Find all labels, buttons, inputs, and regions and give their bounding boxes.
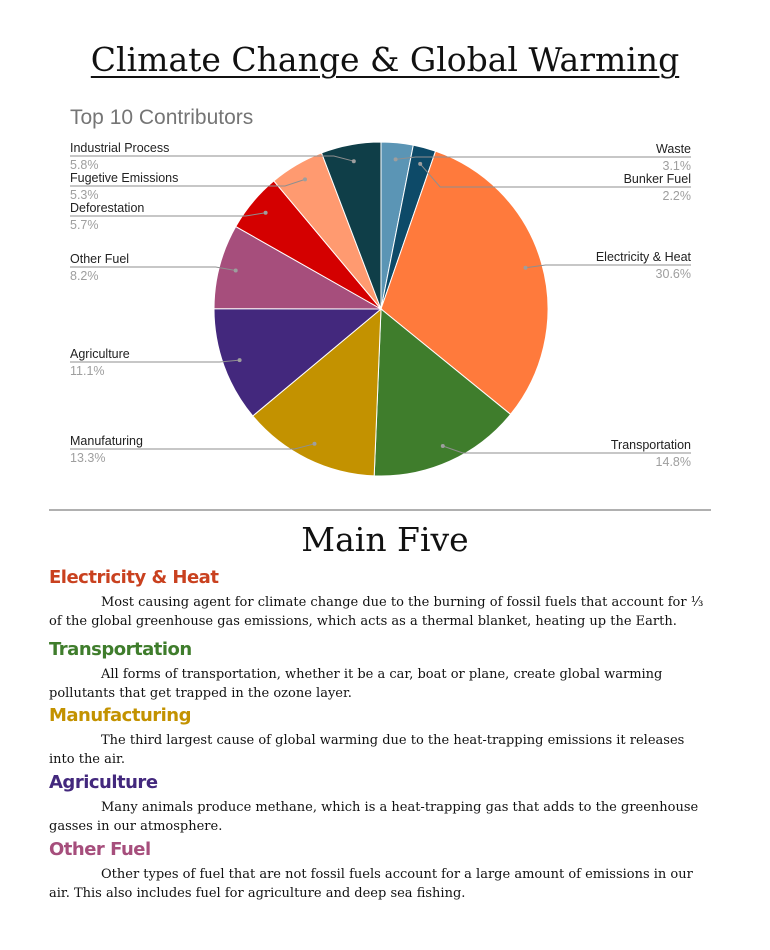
slice-value-label: 5.3% <box>70 188 99 202</box>
topic-text: The third largest cause of global warmin… <box>49 733 685 767</box>
chart-title: Top 10 Contributors <box>70 106 254 129</box>
slice-label: Other Fuel <box>70 252 129 266</box>
leader-line <box>70 178 306 187</box>
pie-slice <box>320 141 382 310</box>
slice-value-label: 5.8% <box>70 158 99 172</box>
leader-dot <box>393 157 398 162</box>
topic-text: Most causing agent for climate change du… <box>49 595 704 629</box>
leader-line <box>70 359 240 363</box>
topic-electricity-heat: Electricity & Heat Most causing agent fo… <box>49 567 711 631</box>
leader-dot <box>303 177 307 182</box>
topic-manufacturing: Manufacturing The third largest cause of… <box>49 705 711 769</box>
page-title: Climate Change & Global Warming <box>90 40 680 79</box>
topic-text: Many animals produce methane, which is a… <box>49 800 699 834</box>
leader-dot <box>312 441 317 446</box>
leader-dot <box>351 159 356 164</box>
topic-heading: Agriculture <box>49 772 158 793</box>
topic-heading: Transportation <box>49 639 192 660</box>
leader-line <box>442 445 691 454</box>
leader-dot <box>263 210 268 215</box>
leader-dot <box>233 268 238 273</box>
slice-label: Manufaturing <box>70 434 143 448</box>
slice-value-label: 14.8% <box>656 455 691 469</box>
slice-value-label: 11.1% <box>70 364 105 378</box>
pie-chart: Waste 3.1%Bunker Fuel 2.2% Electricity & He… <box>70 141 692 477</box>
pie-slice <box>373 307 512 477</box>
slice-value-label: 8.2% <box>70 269 99 283</box>
leader-line <box>70 212 266 217</box>
topic-heading: Manufacturing <box>49 705 192 726</box>
slice-value-label: 13.3% <box>70 451 105 465</box>
topic-heading: Other Fuel <box>49 839 151 860</box>
leader-line <box>525 264 691 269</box>
leader-dot <box>440 444 445 448</box>
slice-value-label: 5.7% <box>70 218 99 232</box>
topic-other-fuel: Other Fuel Other types of fuel that are … <box>49 839 711 903</box>
section-title: Main Five <box>301 520 469 559</box>
leader-line <box>395 156 691 160</box>
divider <box>49 509 711 511</box>
slice-label: Bunker Fuel <box>624 172 691 186</box>
topic-text: Other types of fuel that are not fossil … <box>49 867 693 901</box>
pie-slice <box>380 150 549 416</box>
pie-slice <box>252 307 382 477</box>
slice-value-label: 2.2% <box>663 189 692 203</box>
topic-transportation: Transportation All forms of transportati… <box>49 639 711 703</box>
slice-value-label: 30.6% <box>656 267 691 281</box>
topic-text: All forms of transportation, whether it … <box>49 667 663 701</box>
slice-label: Deforestation <box>70 201 144 215</box>
leader-line <box>70 155 354 162</box>
leader-dot <box>418 161 423 166</box>
slice-label: Electricity & Heat <box>596 250 692 264</box>
leader-dot <box>237 358 242 363</box>
leader-line <box>419 163 691 188</box>
leader-line <box>70 443 315 450</box>
slice-label: Fugetive Emissions <box>70 171 178 185</box>
slice-label: Agriculture <box>70 347 130 361</box>
slice-label: Transportation <box>611 438 691 452</box>
topic-heading: Electricity & Heat <box>49 567 219 588</box>
slice-label: Waste <box>656 142 691 156</box>
leader-dot <box>523 265 528 270</box>
topic-agriculture: Agriculture Many animals produce methane… <box>49 772 711 836</box>
slice-label: Industrial Process <box>70 141 169 155</box>
leader-line <box>70 266 236 271</box>
pie-slice <box>213 308 383 417</box>
slice-value-label: 3.1% <box>663 159 692 173</box>
